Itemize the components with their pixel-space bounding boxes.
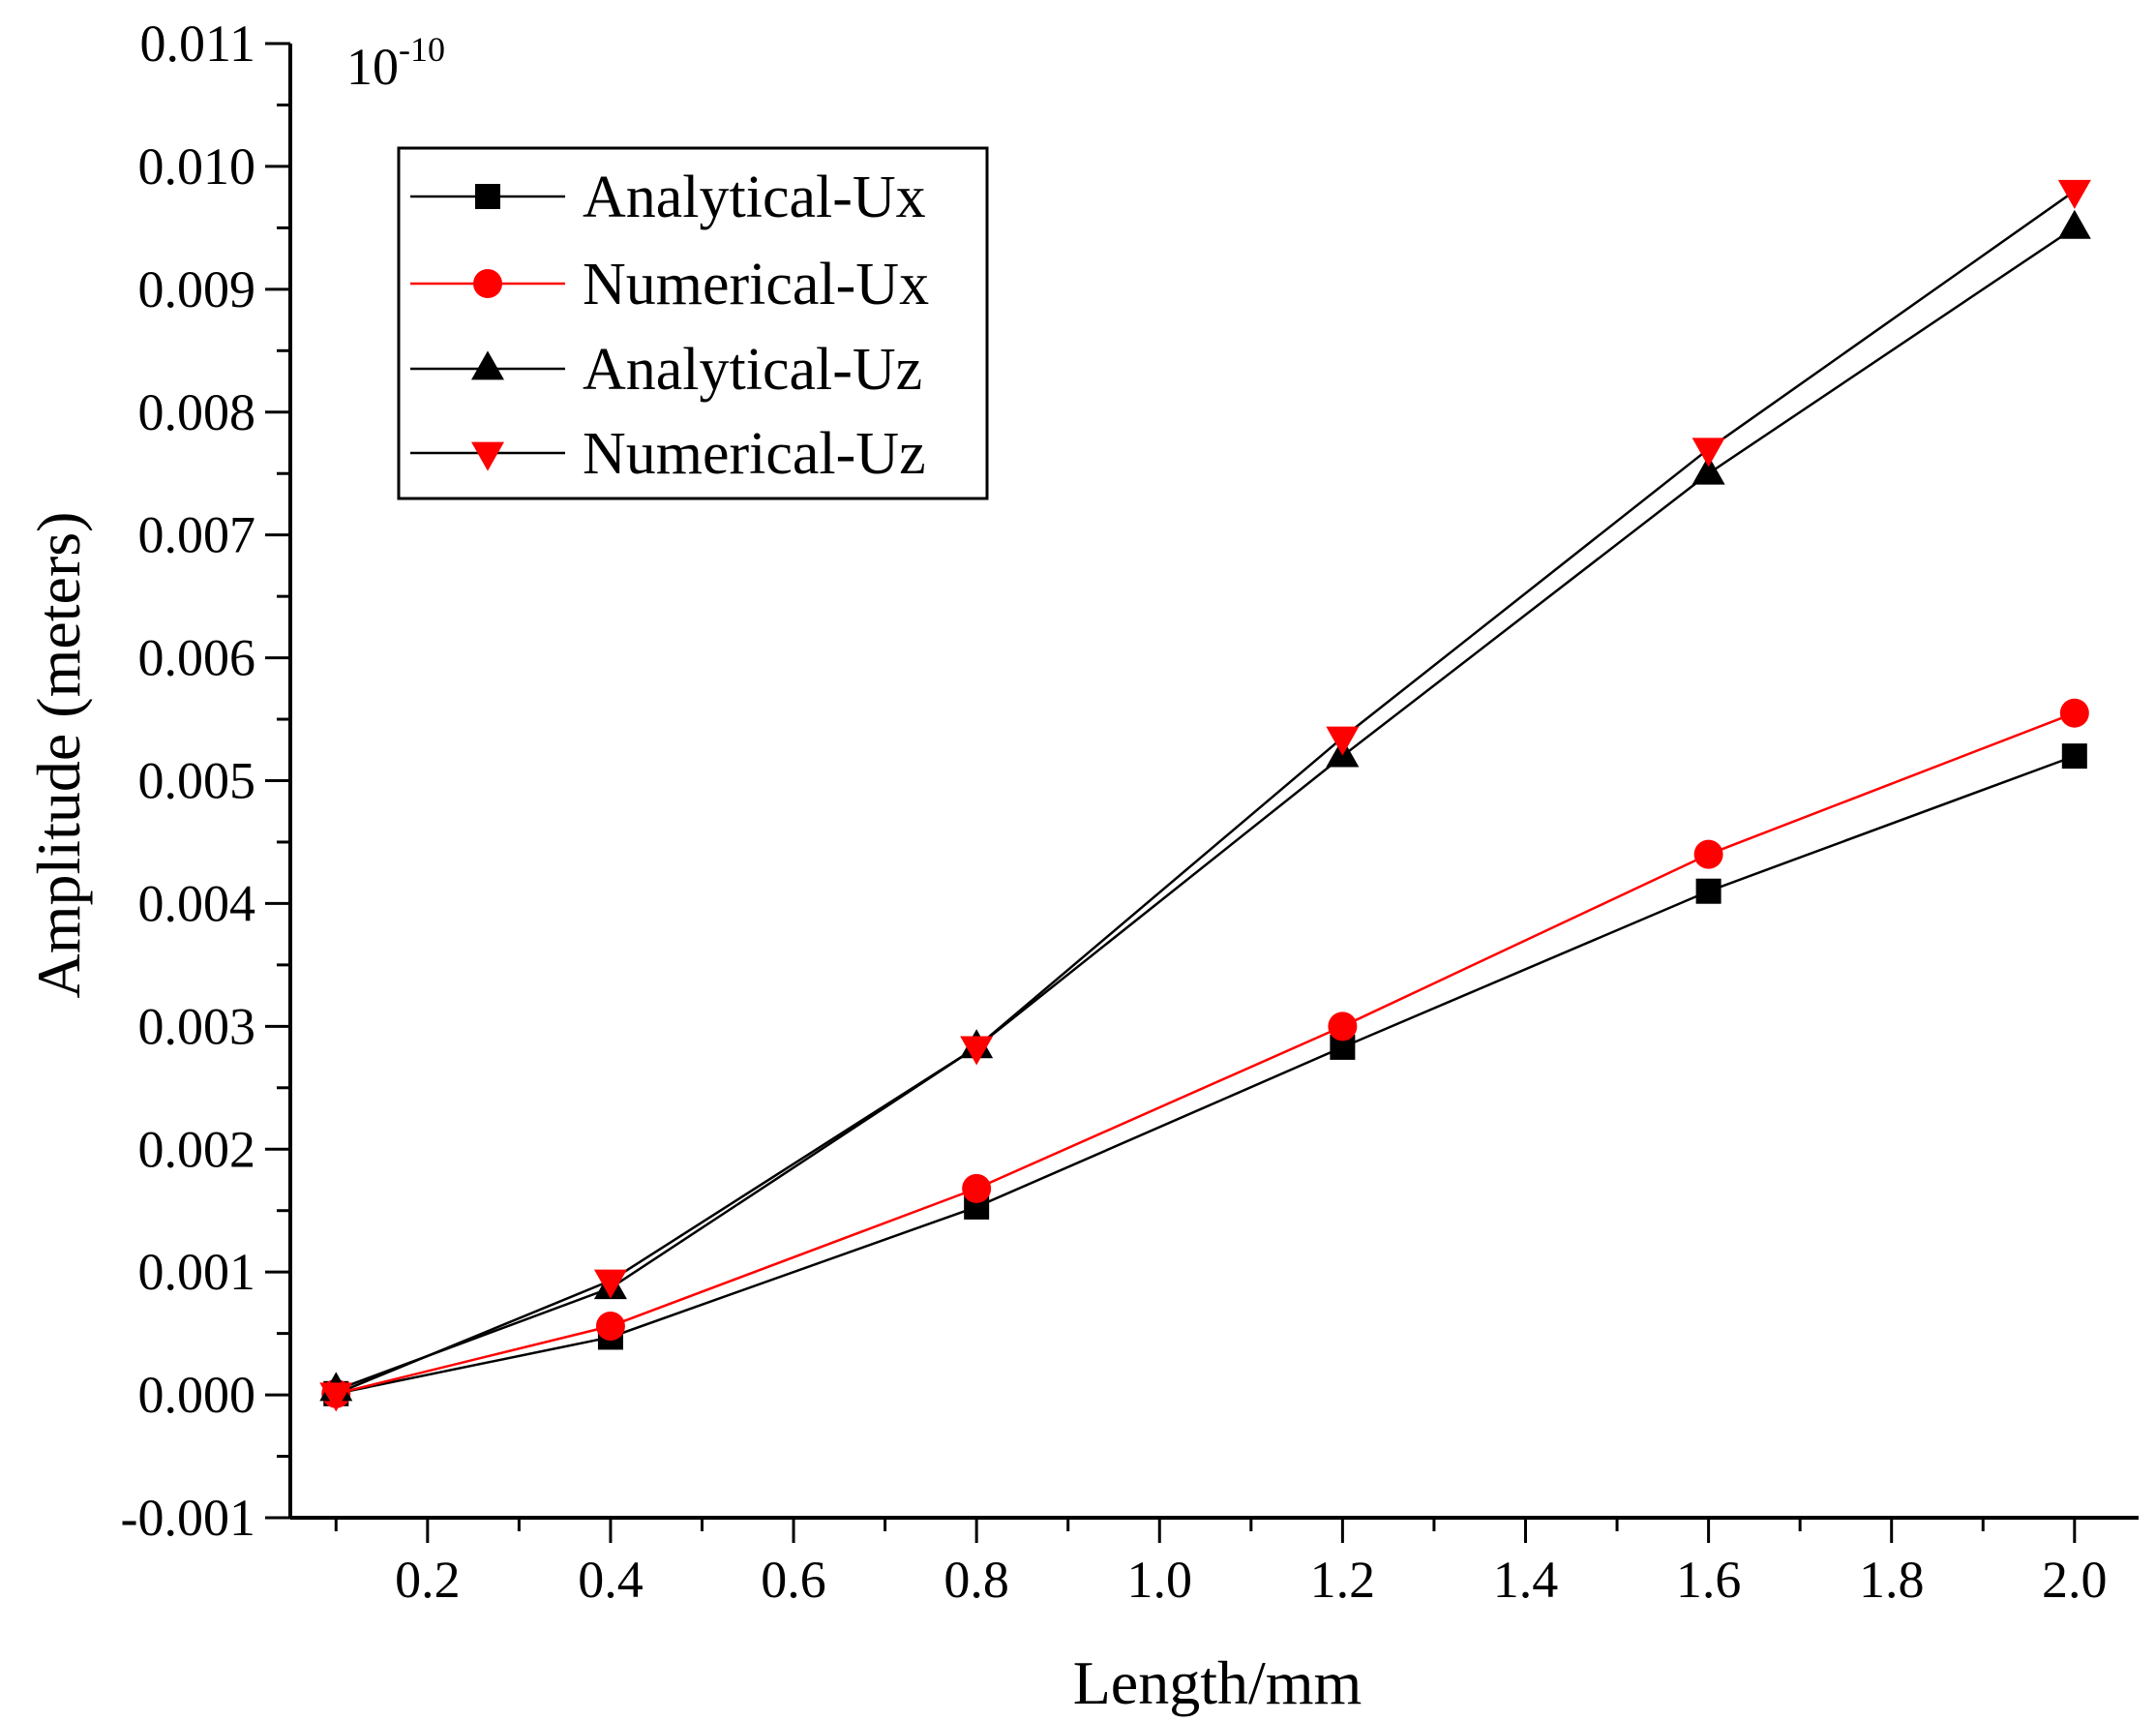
x-tick-label: 1.2: [1310, 1551, 1376, 1609]
y-tick-label: 0.006: [138, 629, 256, 687]
data-point-numerical-uz: [1326, 726, 1360, 756]
legend-marker-analytical-uz: [471, 350, 504, 380]
y-tick-label: 0.009: [138, 260, 256, 318]
y-multiplier: 10-10: [346, 30, 445, 96]
series-line-analytical-ux: [336, 754, 2076, 1396]
data-point-analytical-uz: [2057, 209, 2091, 239]
legend-items: Analytical-Ux Numerical-Ux Analytical-Uz Nu…: [410, 165, 929, 487]
y-tick-label: 0.003: [138, 997, 256, 1055]
y-tick-label: 0.000: [138, 1366, 256, 1424]
x-tick-label: 1.0: [1127, 1551, 1193, 1609]
legend-marker-numerical-uz: [471, 441, 504, 471]
series-line-analytical-uz: [335, 226, 2076, 1392]
y-multiplier-base: 10: [346, 38, 399, 96]
y-tick-label: 0.007: [138, 506, 256, 564]
data-point-analytical-ux: [2061, 743, 2087, 770]
x-tick-label: 0.8: [943, 1551, 1009, 1609]
legend-label-analytical-uz: Analytical-Uz: [583, 337, 922, 403]
y-tick-label: -0.001: [121, 1489, 255, 1547]
data-point-numerical-uz: [2057, 179, 2091, 209]
x-tick-label: 1.6: [1676, 1551, 1742, 1609]
data-point-numerical-uz: [319, 1382, 353, 1412]
y-tick-label: 0.002: [138, 1120, 256, 1178]
x-tick-label: 0.6: [761, 1551, 826, 1609]
y-axis-title: Amplitude (meters): [24, 512, 93, 999]
y-tick-label: 0.001: [138, 1243, 256, 1301]
data-point-numerical-uz: [1692, 438, 1725, 468]
data-point-analytical-uz: [1692, 455, 1725, 485]
data-point-numerical-ux: [595, 1312, 625, 1342]
x-tick-label: 2.0: [2042, 1551, 2108, 1609]
y-tick-label: 0.011: [140, 15, 256, 73]
data-point-numerical-ux: [1328, 1011, 1358, 1042]
data-point-numerical-ux: [962, 1173, 992, 1203]
legend: Analytical-Ux Numerical-Ux Analytical-Uz Nu…: [397, 146, 989, 500]
data-point-analytical-ux: [1695, 878, 1722, 904]
x-tick-label: 0.2: [395, 1551, 461, 1609]
legend-label-numerical-uz: Numerical-Uz: [583, 421, 926, 487]
x-tick-label: 0.4: [578, 1551, 644, 1609]
x-tick-label: 1.4: [1493, 1551, 1559, 1609]
data-point-numerical-uz: [593, 1269, 627, 1299]
y-tick-label: 0.008: [138, 383, 256, 441]
legend-marker-analytical-ux: [475, 184, 500, 209]
series-line-numerical-uz: [335, 190, 2076, 1395]
y-multiplier-exponent: -10: [399, 30, 445, 69]
legend-marker-numerical-ux: [473, 269, 502, 298]
y-tick-label: 0.010: [138, 137, 256, 196]
y-tick-label: 0.005: [138, 752, 256, 810]
data-point-numerical-uz: [960, 1036, 994, 1066]
series-layer: [319, 179, 2091, 1412]
legend-label-analytical-ux: Analytical-Ux: [583, 165, 926, 230]
axes: -0.001 0.000 0.001 0.002 0.003 0.004 0.005 0.00…: [121, 15, 2139, 1609]
data-point-numerical-ux: [2059, 698, 2089, 728]
data-point-numerical-ux: [1693, 839, 1723, 869]
x-axis-title: Length/mm: [1073, 1648, 1362, 1717]
x-tick-label: 1.8: [1859, 1551, 1925, 1609]
y-tick-label: 0.004: [138, 874, 256, 932]
legend-label-numerical-ux: Numerical-Ux: [583, 252, 929, 317]
series-line-numerical-ux: [335, 711, 2076, 1396]
